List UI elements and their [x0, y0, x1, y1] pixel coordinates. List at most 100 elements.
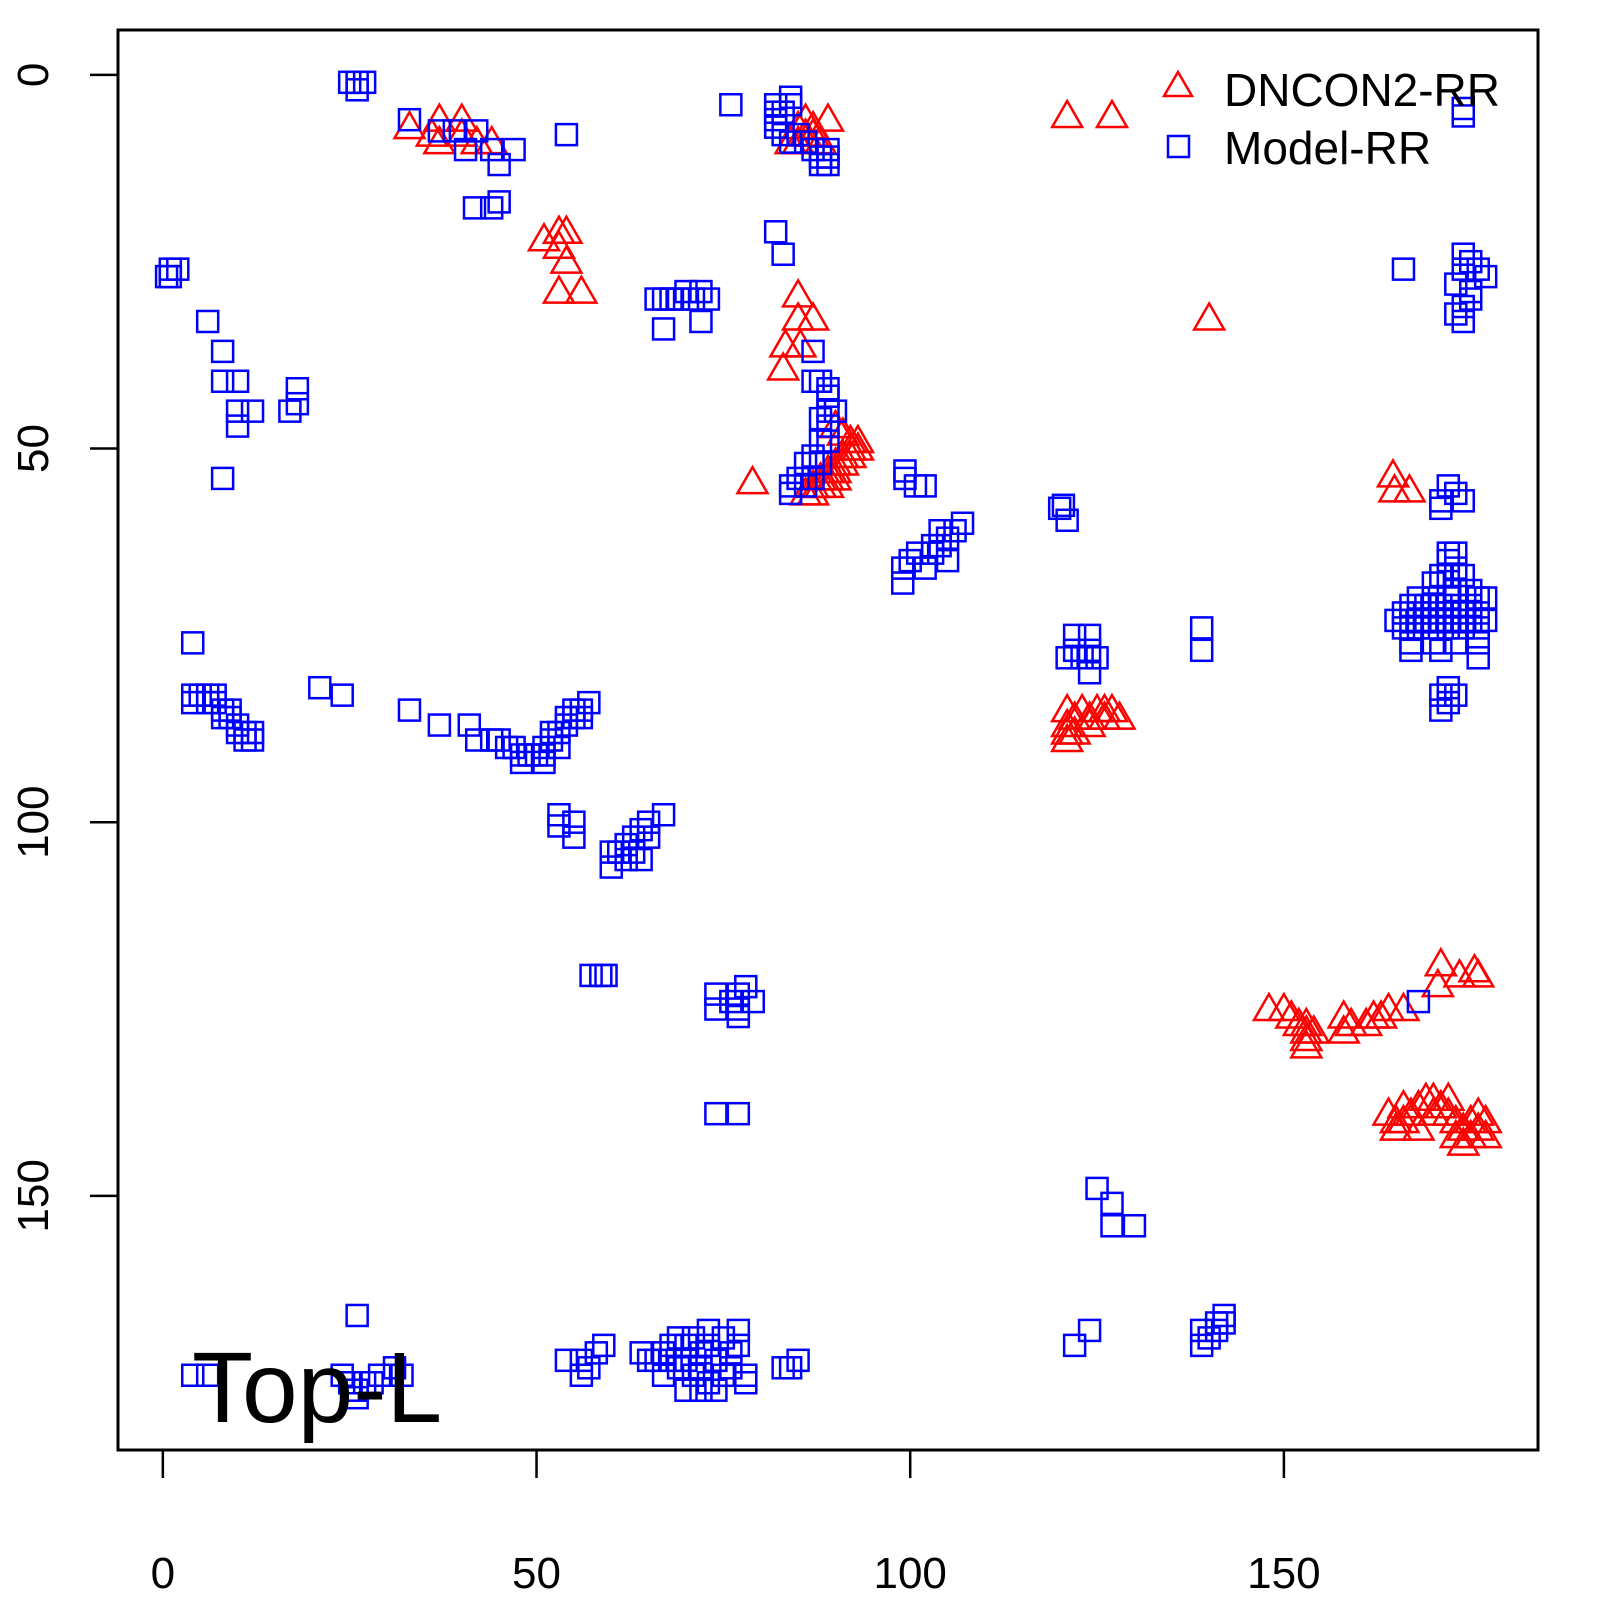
dncon2-rr-point [541, 274, 577, 304]
model-rr-point [1458, 578, 1483, 603]
dncon2-rr-point [768, 327, 803, 358]
model-rr-point [816, 414, 840, 438]
model-rr-point [278, 399, 302, 423]
model-rr-point [726, 1333, 751, 1358]
model-rr-point [210, 369, 235, 394]
model-rr-point [1451, 257, 1476, 281]
model-rr-point [1451, 616, 1476, 640]
model-rr-point [689, 279, 713, 304]
model-rr-point [225, 369, 250, 394]
model-rr-point [1212, 1303, 1236, 1328]
model-rr-point [674, 1348, 698, 1373]
model-rr-point [950, 511, 975, 536]
model-rr-point [696, 1333, 721, 1358]
model-rr-point [763, 115, 788, 139]
model-rr-point [210, 698, 235, 722]
model-rr-point [345, 78, 369, 102]
x-tick-label: 0 [151, 1549, 175, 1598]
model-rr-point [427, 119, 452, 143]
dncon2-rr-point [1049, 98, 1085, 129]
model-rr-point [606, 840, 631, 864]
model-rr-point [905, 541, 930, 565]
legend: DNCON2-RR Model-RR [1161, 64, 1500, 174]
model-rr-point [1451, 294, 1476, 319]
model-rr-point [636, 1348, 661, 1373]
model-rr-point [345, 1303, 369, 1328]
model-rr-point [330, 683, 354, 707]
dncon2-rr-point [1348, 1006, 1384, 1037]
model-rr-point [629, 1341, 653, 1365]
model-rr-point [704, 982, 728, 1006]
legend-label-dncon2: DNCON2-RR [1224, 64, 1500, 116]
model-rr-point [801, 137, 825, 162]
model-rr-point [1466, 631, 1490, 655]
model-rr-point [778, 130, 803, 154]
model-rr-point [890, 556, 915, 580]
model-rr-point [689, 1341, 713, 1365]
model-rr-point [554, 705, 579, 730]
x-tick-label: 150 [1247, 1549, 1320, 1598]
model-rr-point [1451, 96, 1476, 121]
model-rr-point [1429, 683, 1453, 707]
y-tick-label: 100 [9, 785, 58, 858]
model-rr-point [180, 1363, 205, 1388]
model-rr-point [1085, 1176, 1109, 1201]
dncon2-rr-point [564, 274, 599, 304]
model-rr-point [801, 339, 825, 364]
model-rr-point [579, 963, 603, 988]
model-rr-point [1391, 601, 1416, 625]
model-rr-point [1473, 264, 1498, 289]
dncon2-rr-point [1191, 300, 1227, 331]
model-rr-point [771, 100, 795, 124]
model-rr-point [479, 137, 504, 162]
model-rr-point [1466, 586, 1490, 610]
model-rr-point [180, 690, 205, 715]
dncon2-rr-point [840, 431, 876, 461]
model-rr-point [1085, 646, 1109, 670]
model-rr-point [1466, 601, 1490, 625]
model-rr-point [1391, 616, 1416, 640]
model-rr-point [539, 728, 564, 752]
model-rr-point [599, 840, 624, 864]
y-tick-label: 150 [9, 1159, 58, 1232]
dncon2-rr-point [414, 117, 450, 147]
model-rr-point [704, 997, 728, 1021]
dncon2-rr-point [1461, 957, 1496, 988]
model-rr-point [1212, 1311, 1236, 1335]
model-rr-point [786, 122, 810, 147]
model-rr-point [719, 92, 743, 117]
model-rr-point [203, 690, 227, 715]
model-rr-point [1421, 601, 1446, 625]
model-rr-point [1406, 989, 1431, 1014]
model-rr-point [225, 713, 250, 737]
model-rr-point [1399, 638, 1423, 663]
model-rr-point [1458, 593, 1483, 618]
y-tick-label: 50 [9, 424, 58, 473]
model-rr-point [1421, 631, 1446, 655]
model-rr-point [195, 690, 220, 715]
model-rr-point [893, 466, 917, 491]
model-rr-point [778, 481, 803, 506]
dncon2-rr-point [1468, 1103, 1503, 1134]
model-rr-point [397, 107, 422, 132]
dncon2-rr-point [1423, 946, 1459, 977]
dncon2-rr-point [1296, 1013, 1331, 1044]
model-rr-point [1429, 496, 1453, 521]
model-rr-point [696, 287, 721, 311]
model-rr-point [494, 735, 519, 760]
model-rr-point [210, 466, 235, 491]
dncon2-rr-point [1049, 707, 1085, 738]
model-rr-point [1444, 608, 1468, 633]
model-rr-point [180, 683, 205, 707]
model-rr-point [532, 735, 556, 760]
model-rr-point [337, 70, 362, 95]
model-rr-point [734, 1370, 758, 1395]
model-rr-point [203, 683, 227, 707]
model-rr-point [763, 220, 788, 244]
model-rr-point [1444, 302, 1468, 326]
model-rr-point [532, 750, 556, 775]
model-rr-point [808, 369, 833, 394]
model-rr-point [218, 698, 242, 722]
model-rr-point [195, 309, 220, 334]
dncon2-rr-point [1431, 1096, 1466, 1126]
